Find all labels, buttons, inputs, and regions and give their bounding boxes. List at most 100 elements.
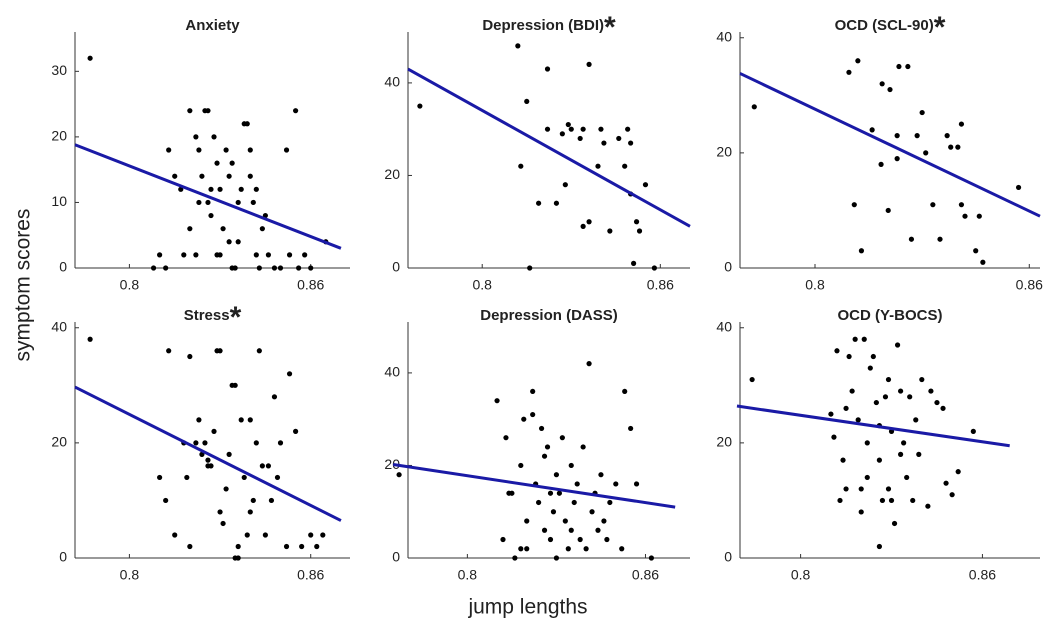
y-tick-label: 30: [51, 62, 67, 78]
point: [580, 126, 586, 132]
point: [858, 509, 864, 515]
point: [157, 252, 163, 258]
point: [958, 121, 965, 127]
point: [913, 417, 919, 423]
fit-line: [736, 404, 1010, 448]
point: [208, 186, 214, 192]
y-tick-label: 0: [59, 259, 67, 275]
point: [944, 133, 950, 139]
point: [217, 186, 223, 192]
y-tick-label: 0: [59, 549, 67, 565]
point: [296, 265, 302, 271]
y-tick-label: 0: [724, 259, 732, 275]
point: [837, 497, 843, 504]
y-tick-label: 20: [51, 128, 67, 144]
point: [598, 126, 604, 132]
point: [277, 440, 284, 446]
point: [904, 474, 910, 481]
point: [568, 462, 574, 469]
point: [530, 388, 536, 395]
title-text: OCD (Y-BOCS): [838, 307, 943, 324]
subplot: 0 20 40 0.8 0.86 OCD (SCL-90)*: [716, 11, 1043, 293]
point: [247, 173, 253, 179]
point: [187, 226, 193, 232]
point: [320, 532, 326, 538]
point: [536, 499, 542, 506]
title-text: OCD (SCL-90): [835, 17, 934, 34]
point: [299, 543, 305, 550]
point: [583, 546, 589, 552]
y-tick-label: 10: [51, 193, 67, 209]
point: [869, 127, 875, 133]
point: [314, 543, 320, 550]
point: [849, 388, 855, 394]
point: [885, 486, 892, 492]
point: [208, 212, 214, 219]
point: [876, 543, 882, 550]
y-tick-label: 40: [51, 318, 67, 334]
point: [846, 353, 852, 360]
point: [494, 398, 500, 404]
x-tick-label: 0.8: [791, 567, 811, 583]
y-tick-label: 40: [716, 318, 732, 334]
significance-marker: *: [934, 11, 946, 44]
point: [976, 213, 982, 219]
point: [633, 219, 640, 225]
point: [283, 147, 290, 153]
point: [541, 527, 548, 533]
point: [553, 472, 560, 478]
point: [628, 140, 634, 146]
point: [283, 543, 290, 550]
point: [948, 144, 954, 150]
point: [879, 81, 885, 87]
point: [828, 411, 834, 417]
point: [887, 86, 893, 93]
subplot: 0 20 40 0.8 0.86 Stress*: [51, 301, 350, 583]
point: [187, 353, 193, 360]
point: [253, 252, 259, 258]
point: [226, 173, 232, 179]
point: [607, 499, 613, 506]
y-tick-label: 40: [384, 74, 400, 90]
subplot: 0 20 40 0.8 0.86 OCD (Y-BOCS): [716, 307, 1040, 583]
point: [214, 160, 220, 166]
point: [923, 150, 929, 156]
y-tick-label: 0: [392, 259, 400, 275]
point: [934, 399, 940, 406]
point: [500, 536, 506, 543]
point: [271, 394, 278, 400]
point: [894, 342, 901, 348]
point: [217, 509, 223, 515]
point: [846, 69, 852, 75]
point: [562, 518, 568, 524]
x-tick-label: 0.86: [969, 567, 996, 583]
x-tick-label: 0.86: [1016, 277, 1043, 293]
point: [196, 147, 202, 153]
point: [293, 428, 299, 434]
point: [628, 425, 634, 432]
point: [636, 228, 643, 234]
point: [648, 555, 655, 561]
y-axis-label: symptom scores: [12, 209, 35, 362]
point: [244, 121, 250, 127]
point: [256, 348, 262, 354]
point: [518, 546, 524, 552]
fit-line: [74, 143, 342, 250]
fit-line: [74, 385, 342, 522]
point: [503, 435, 509, 441]
subplot-title: Anxiety: [185, 17, 240, 34]
point: [559, 435, 565, 441]
point: [229, 160, 235, 166]
point: [524, 546, 530, 552]
point: [580, 223, 586, 229]
title-text: Anxiety: [185, 17, 240, 34]
y-tick-label: 40: [716, 28, 732, 44]
point: [205, 108, 211, 114]
point: [919, 109, 925, 116]
point: [864, 474, 870, 481]
point: [910, 497, 916, 504]
y-tick-label: 20: [384, 456, 400, 472]
point: [220, 226, 226, 232]
point: [87, 55, 93, 61]
point: [271, 265, 278, 271]
